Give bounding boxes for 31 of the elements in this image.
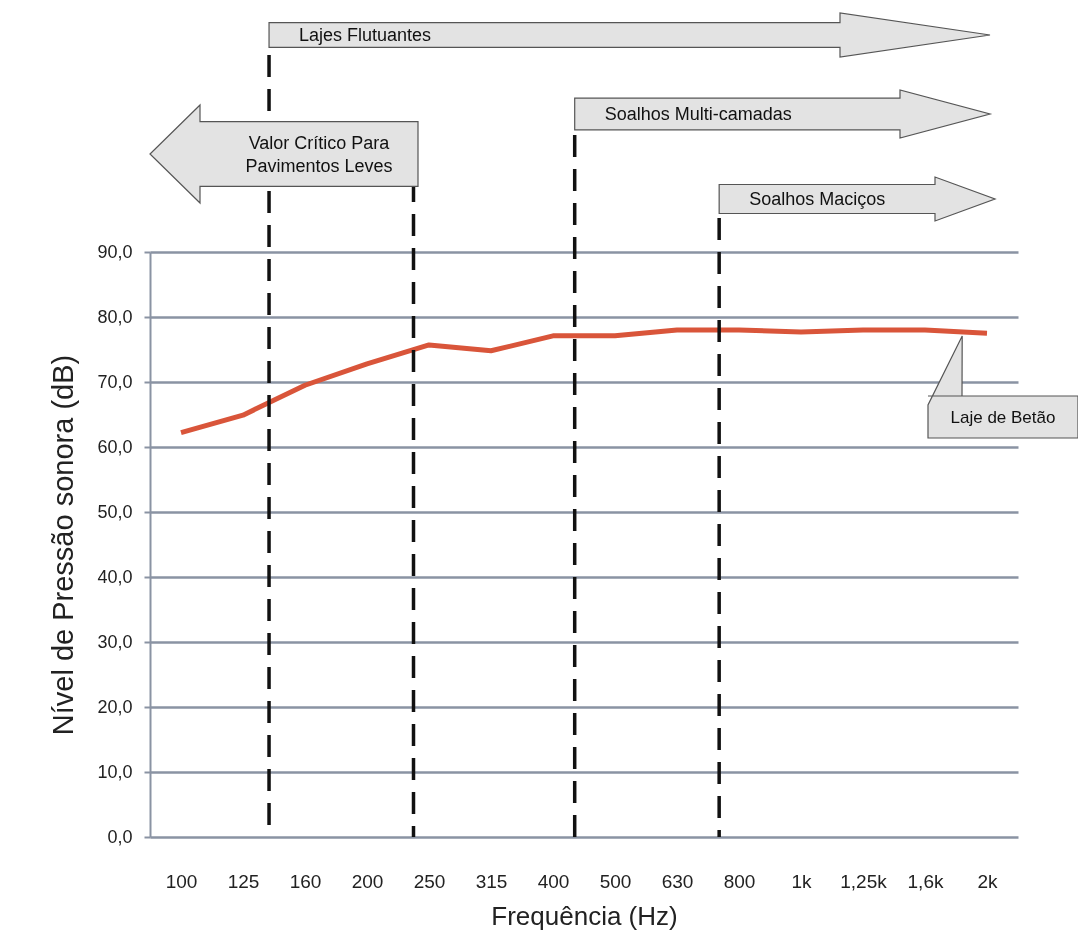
left-arrow-label: Valor Crítico Para Pavimentos Leves	[149, 103, 419, 205]
x-tick-label: 400	[537, 870, 570, 892]
x-tick-label: 2k	[977, 870, 999, 892]
x-tick-label: 125	[227, 870, 260, 892]
y-tick-label: 20,0	[97, 696, 133, 717]
x-tick-label: 1,6k	[907, 870, 944, 892]
y-tick-label: 30,0	[97, 631, 133, 652]
x-tick-label: 1k	[791, 870, 813, 892]
x-axis-title: Frequência (Hz)	[491, 900, 678, 931]
y-tick-label: 10,0	[97, 761, 133, 782]
x-tick-label: 500	[599, 870, 632, 892]
x-tick-label: 800	[723, 870, 756, 892]
x-tick-label: 160	[289, 870, 322, 892]
y-tick-label: 50,0	[97, 501, 133, 522]
y-tick-label: 60,0	[97, 436, 133, 457]
y-tick-label: 0,0	[107, 826, 133, 847]
x-tick-label: 315	[475, 870, 508, 892]
y-axis-title: Nível de Pressão sonora (dB)	[47, 354, 80, 736]
right-arrow-label: Soalhos Multi-camadas	[574, 89, 993, 139]
right-arrow-label: Soalhos Maciços	[718, 176, 997, 222]
x-tick-label: 1,25k	[840, 870, 888, 892]
y-tick-label: 80,0	[97, 306, 133, 327]
right-arrow-label: Lajes Flutuantes	[268, 12, 991, 58]
x-tick-label: 200	[351, 870, 384, 892]
y-tick-label: 70,0	[97, 371, 133, 392]
x-tick-label: 250	[413, 870, 446, 892]
x-tick-label: 630	[661, 870, 694, 892]
y-tick-label: 40,0	[97, 566, 133, 587]
x-tick-label: 100	[165, 870, 198, 892]
callout-box: Laje de Betão	[927, 335, 1078, 439]
y-tick-label: 90,0	[97, 241, 133, 262]
